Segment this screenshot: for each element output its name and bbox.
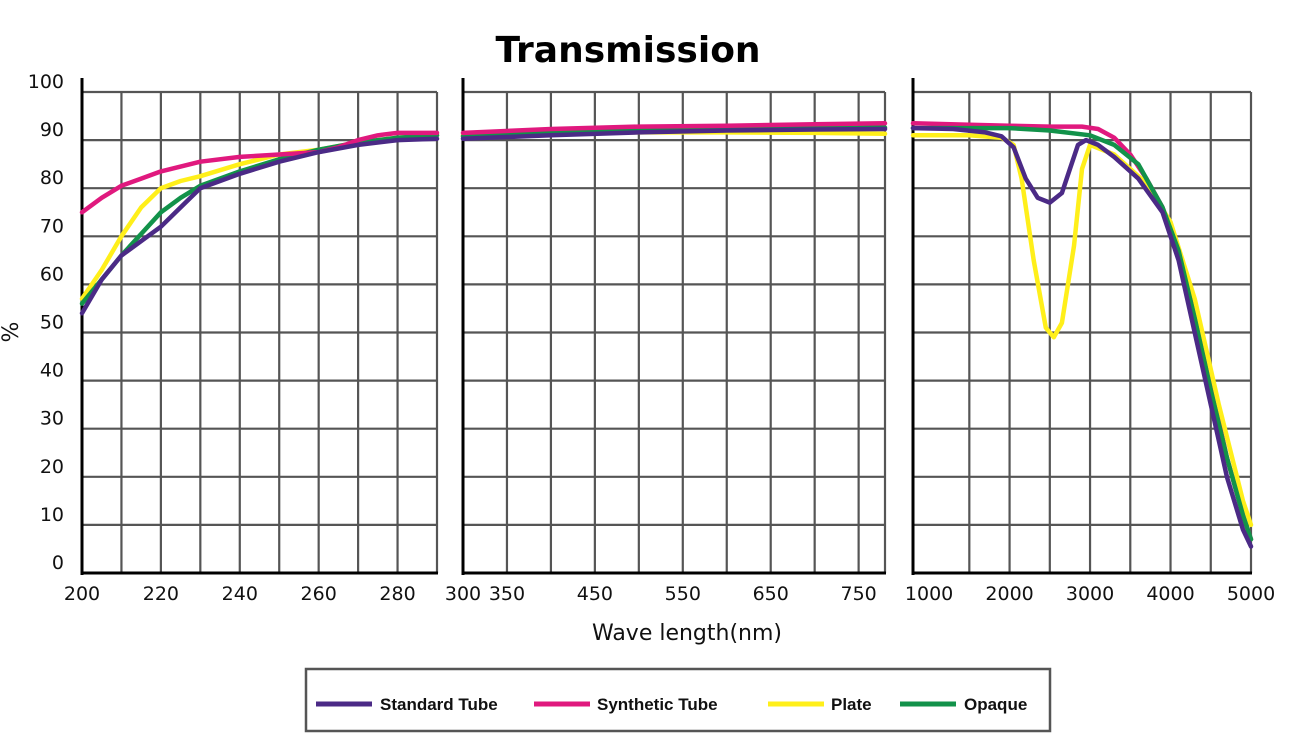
chart-title: Transmission xyxy=(495,30,760,71)
series-line-standard-tube xyxy=(910,125,1254,549)
x-tick-label: 650 xyxy=(753,583,789,605)
x-tick-label: 280 xyxy=(379,583,415,605)
y-tick-label: 90 xyxy=(40,119,64,141)
x-tick-label: 750 xyxy=(840,583,876,605)
legend-label: Synthetic Tube xyxy=(597,695,718,714)
legend-label: Standard Tube xyxy=(380,695,498,714)
x-tick-label: 450 xyxy=(577,583,613,605)
y-tick-label: 10 xyxy=(40,504,64,526)
y-tick-label: 50 xyxy=(40,312,64,334)
series-line-plate xyxy=(910,133,1254,528)
x-tick-label: 550 xyxy=(665,583,701,605)
y-tick-label: 0 xyxy=(52,552,64,574)
y-tick-label: 80 xyxy=(40,167,64,189)
y-tick-label: 20 xyxy=(40,456,64,478)
y-tick-label: 70 xyxy=(40,215,64,237)
tick-layer: 200 220 240 260 280 300 350 450 550 650 750 1000 200… xyxy=(28,71,1275,605)
series-line-plate xyxy=(79,133,440,302)
legend: Standard Tube Synthetic Tube Plate Opaque xyxy=(304,667,1052,733)
y-tick-label: 100 xyxy=(28,71,64,93)
legend-label: Opaque xyxy=(964,695,1027,714)
x-tick-label: 200 xyxy=(64,583,100,605)
x-tick-label: 350 xyxy=(489,583,525,605)
series-line-synthetic-tube xyxy=(460,121,888,136)
y-tick-label: 40 xyxy=(40,360,64,382)
series-layer xyxy=(79,121,1254,549)
legend-box xyxy=(304,667,1052,733)
y-tick-label: 30 xyxy=(40,408,64,430)
series-line-opaque xyxy=(910,125,1254,542)
x-tick-label: 3000 xyxy=(1066,583,1114,605)
series-line-synthetic-tube xyxy=(79,130,440,215)
x-tick-label: 260 xyxy=(301,583,337,605)
x-tick-label: 300 xyxy=(445,583,481,605)
x-axis-label: Wave length(nm) xyxy=(592,621,782,646)
legend-label: Plate xyxy=(831,695,872,714)
x-tick-label: 2000 xyxy=(985,583,1033,605)
x-tick-label: 5000 xyxy=(1227,583,1275,605)
series-line-standard-tube xyxy=(460,126,888,141)
x-tick-label: 240 xyxy=(222,583,258,605)
y-tick-label: 60 xyxy=(40,263,64,285)
series-line-standard-tube xyxy=(79,136,440,316)
y-axis-label: % xyxy=(0,322,24,343)
x-tick-label: 1000 xyxy=(905,583,953,605)
axis-layer xyxy=(80,78,1252,575)
x-tick-label: 220 xyxy=(143,583,179,605)
x-tick-label: 4000 xyxy=(1146,583,1194,605)
